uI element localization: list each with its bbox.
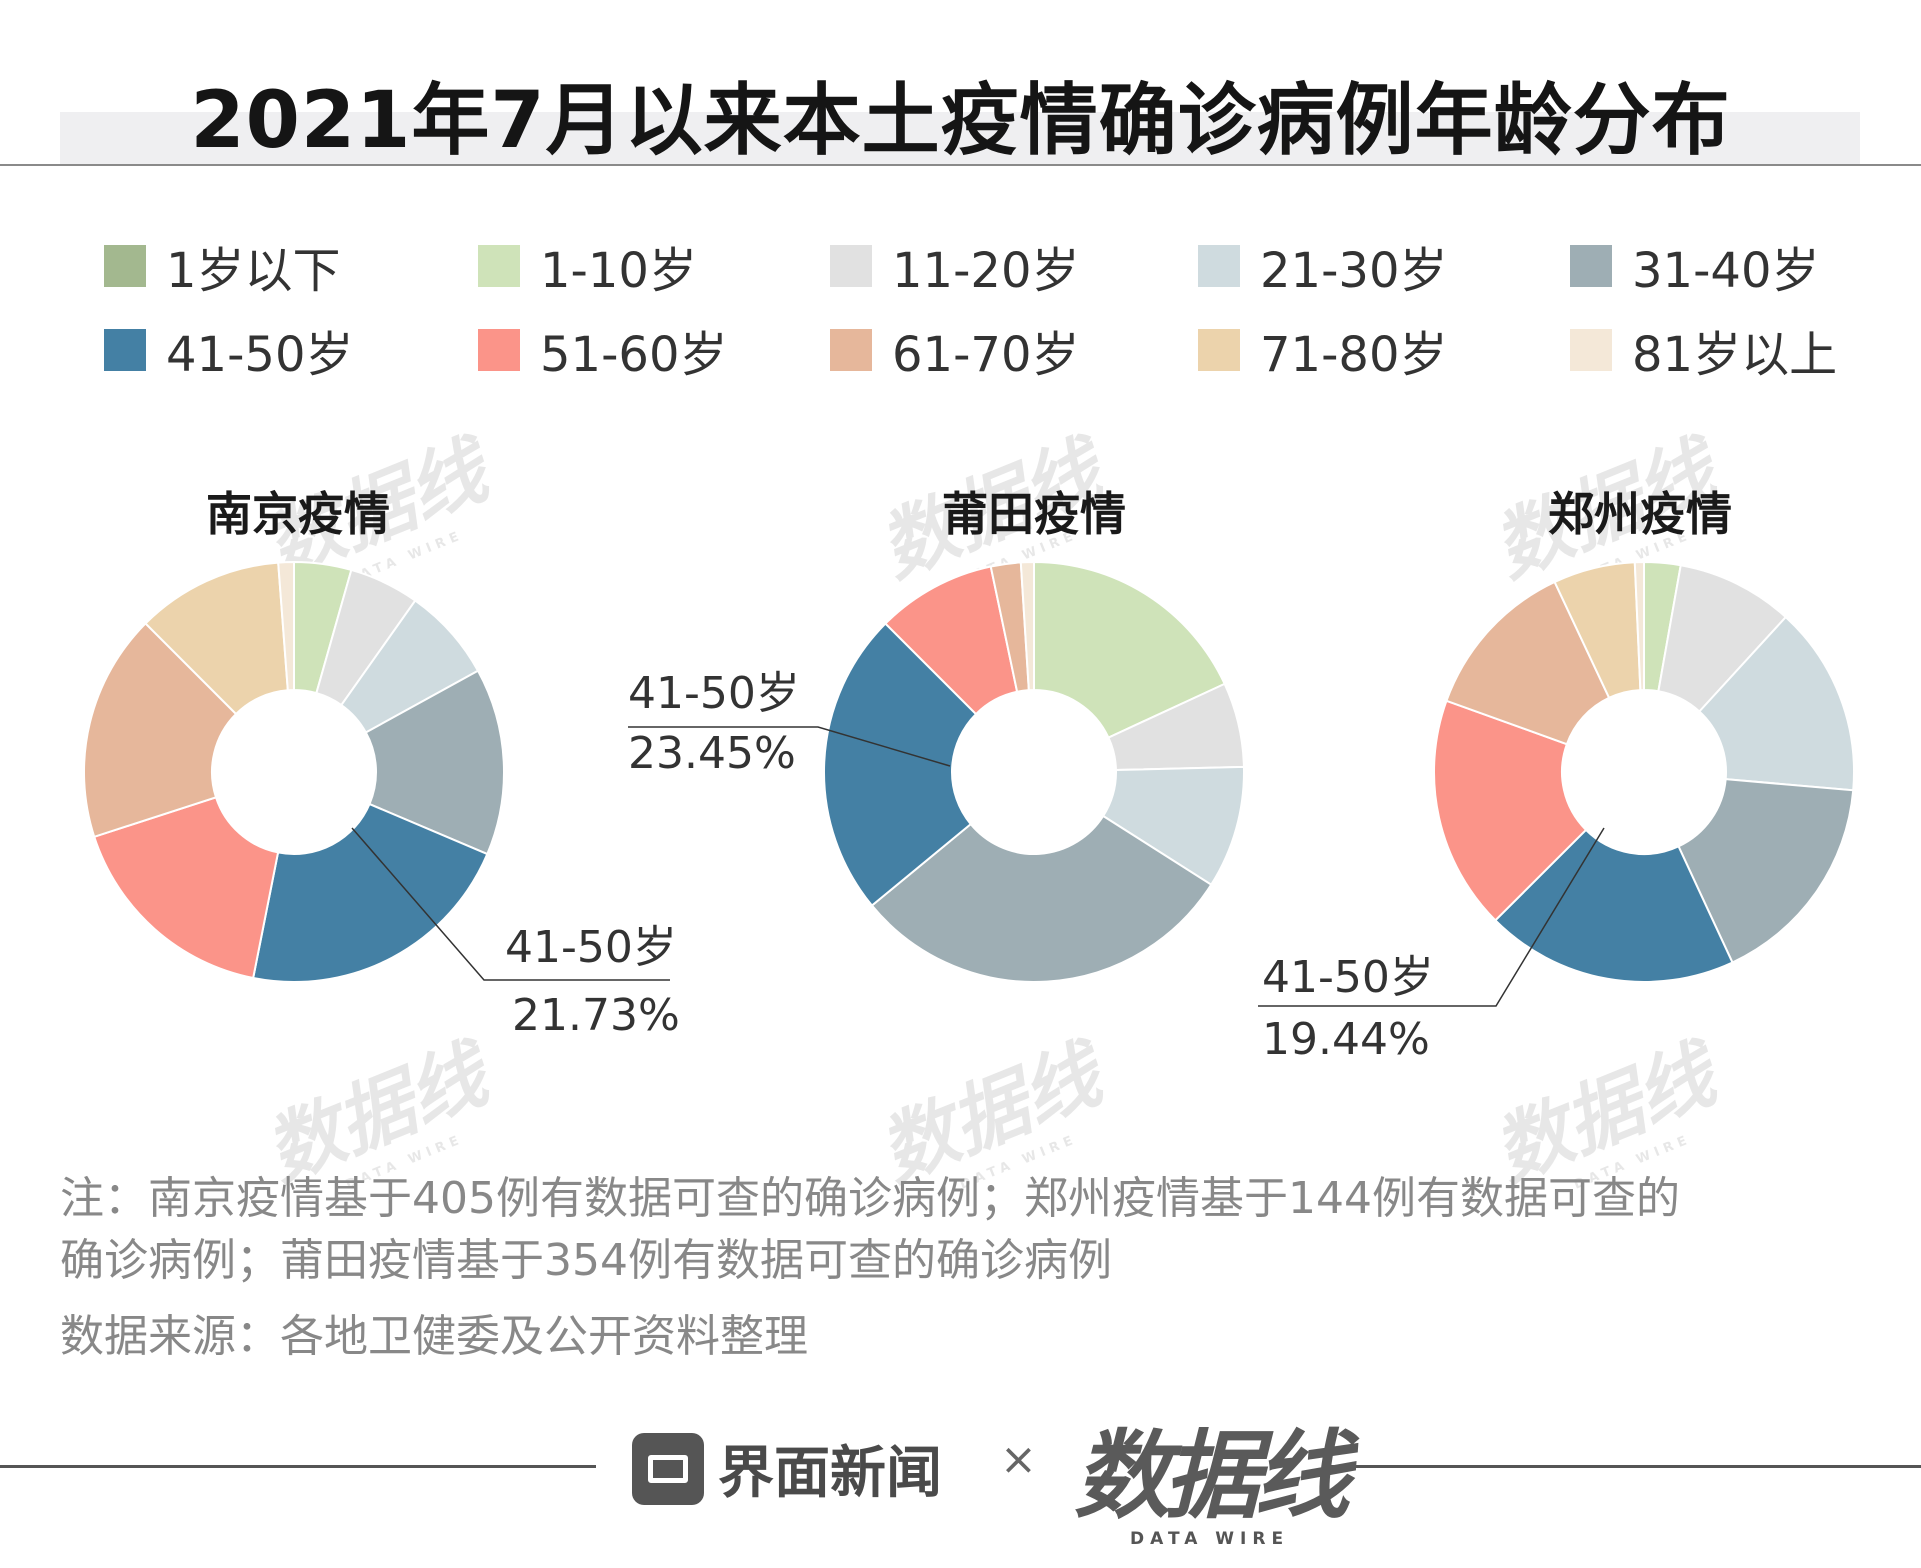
- data-source: 数据来源：各地卫健委及公开资料整理: [60, 1311, 808, 1362]
- legend-swatch: [104, 245, 146, 287]
- legend-swatch: [830, 329, 872, 371]
- legend-swatch: [478, 245, 520, 287]
- legend-label: 61-70岁: [892, 327, 1080, 383]
- legend-item: 1-10岁: [478, 236, 697, 299]
- donut-slice: [1433, 699, 1588, 922]
- legend-label: 1岁以下: [166, 243, 341, 299]
- annotation-value: 23.45%: [628, 728, 796, 779]
- donut-title: 莆田疫情: [942, 487, 1126, 541]
- donut-slice: [1633, 560, 1645, 692]
- partner-name: 数据线: [1074, 1419, 1350, 1532]
- legend-item: 11-20岁: [830, 236, 1079, 299]
- donut-title: 南京疫情: [206, 487, 390, 541]
- legend-item: 81岁以上: [1570, 320, 1837, 383]
- annotation-label: 41-50岁: [505, 922, 677, 973]
- legend-label: 11-20岁: [892, 243, 1080, 299]
- donut-slice: [823, 622, 978, 907]
- donut-title: 郑州疫情: [1548, 487, 1732, 541]
- legend-item: 1岁以下: [104, 236, 341, 299]
- annotation-leader: [628, 726, 951, 767]
- legend-label: 41-50岁: [166, 327, 354, 383]
- donut-slice: [92, 796, 280, 980]
- legend-swatch: [104, 329, 146, 371]
- legend-item: 31-40岁: [1570, 236, 1819, 299]
- donut-slice: [1493, 828, 1734, 983]
- brand-icon: [632, 1432, 704, 1505]
- donut-slice: [1019, 560, 1035, 692]
- donut-slice: [277, 560, 295, 692]
- partner-logo: 数据线 DATA WIRE: [1074, 1398, 1350, 1549]
- footer-rule-right: [1324, 1465, 1921, 1468]
- legend-swatch: [478, 329, 520, 371]
- legend-item: 71-80岁: [1198, 320, 1447, 383]
- annotation-label: 41-50岁: [628, 668, 800, 719]
- legend-label: 21-30岁: [1260, 243, 1448, 299]
- footer-rule-left: [0, 1465, 596, 1468]
- annotation-value: 19.44%: [1262, 1014, 1430, 1065]
- legend-swatch: [1198, 245, 1240, 287]
- donut-charts: 南京疫情 41-50岁 21.73% 莆田疫情 41-50岁 23.45% 郑州疫情 41-5…: [83, 487, 1855, 1065]
- legend-label: 31-40岁: [1632, 243, 1820, 299]
- legend-item: 61-70岁: [830, 320, 1079, 383]
- legend-swatch: [830, 245, 872, 287]
- donut-slice: [364, 669, 505, 856]
- note-line: 确诊病例；莆田疫情基于354例有数据可查的确诊病例: [60, 1235, 1112, 1286]
- legend-swatch: [1570, 329, 1612, 371]
- title-band: [60, 112, 1860, 164]
- donut-slice: [1677, 778, 1855, 964]
- legend-item: 21-30岁: [1198, 236, 1447, 299]
- donut-slice: [1033, 560, 1226, 739]
- donut-slice: [870, 814, 1213, 983]
- donut-slice: [1697, 615, 1855, 792]
- annotation-leader: [1258, 827, 1605, 1007]
- legend-swatch: [1198, 329, 1240, 371]
- annotation-leader: [351, 827, 670, 981]
- legend-label: 51-60岁: [540, 327, 728, 383]
- note-block: 注：南京疫情基于405例有数据可查的确诊病例；郑州疫情基于144例有数据可查的 …: [60, 1168, 1860, 1292]
- brand-name: 界面新闻: [718, 1441, 942, 1506]
- legend-label: 1-10岁: [540, 243, 697, 299]
- legend-swatch: [1570, 245, 1612, 287]
- chart-title: 2021年7月以来本土疫情确诊病例年龄分布: [190, 76, 1731, 166]
- annotation-value: 21.73%: [512, 990, 680, 1041]
- annotation-label: 41-50岁: [1262, 952, 1434, 1003]
- legend: 1岁以下 1-10岁 11-20岁 21-30岁 31-40岁 41-50岁 5…: [104, 236, 1864, 386]
- legend-label: 81岁以上: [1632, 327, 1838, 383]
- times-symbol: ×: [1000, 1434, 1037, 1485]
- source-notes: 注：南京疫情基于405例有数据可查的确诊病例；郑州疫情基于144例有数据可查的 …: [60, 1168, 1860, 1368]
- legend-item: 51-60岁: [478, 320, 727, 383]
- legend-item: 41-50岁: [104, 320, 353, 383]
- brand-logo: 界面新闻: [632, 1428, 942, 1509]
- donut-slice: [144, 561, 289, 716]
- partner-sub: DATA WIRE: [1130, 1529, 1290, 1549]
- legend-label: 71-80岁: [1260, 327, 1448, 383]
- title-divider: [0, 164, 1921, 166]
- note-line: 注：南京疫情基于405例有数据可查的确诊病例；郑州疫情基于144例有数据可查的: [60, 1173, 1680, 1224]
- donut-slice: [1445, 580, 1611, 746]
- donut-slice: [251, 802, 489, 983]
